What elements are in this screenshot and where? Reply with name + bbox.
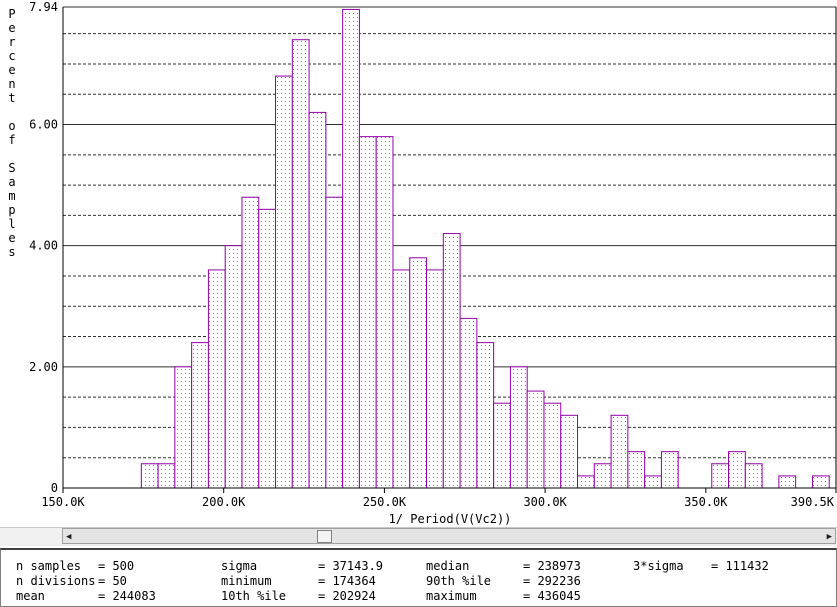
stat-label: 90th %ile [426,574,492,588]
stat-value: = 500 [98,559,135,573]
svg-text:P: P [8,7,15,21]
histogram-bar [291,39,310,489]
stat-value: = 238973 [523,559,581,573]
x-tick-label: 200.0K [202,495,246,509]
stat-value: = 111432 [711,559,769,573]
x-tick-label: 150.0K [41,495,85,509]
histogram-bar [191,342,209,489]
histogram-bar [308,111,327,489]
svg-text:S: S [8,161,15,175]
histogram-bar [224,245,243,489]
histogram-bar [543,402,562,489]
histogram-bar [526,390,545,489]
histogram-bar [644,475,662,489]
stat-value: = 292236 [523,574,581,588]
histogram-bar [778,475,797,489]
svg-text:m: m [8,189,15,203]
stat-label: maximum [426,589,477,603]
histogram-bar [375,136,394,489]
histogram-bar [610,414,629,489]
svg-text:e: e [8,21,15,35]
histogram-bar [811,475,830,489]
scrollbar-thumb[interactable] [317,530,332,543]
svg-text:a: a [8,175,15,189]
histogram-bar [342,8,360,489]
svg-text:c: c [8,49,15,63]
svg-text:o: o [8,119,15,133]
histogram-bar [409,257,428,489]
y-tick-label: 7.94 [29,0,58,14]
svg-text:p: p [8,203,15,217]
histogram-bar [577,475,595,489]
horizontal-scrollbar[interactable]: ◀ ▶ [0,527,837,546]
stat-value: = 50 [98,574,127,588]
statistics-panel: n samples = 500 sigma = 37143.9 median = 2389… [0,548,837,607]
x-tick-label: 250.0K [363,495,407,509]
y-tick-label: 6.00 [29,118,58,132]
histogram-bar [174,366,193,489]
histogram-bar [157,463,176,489]
stat-value: = 202924 [318,589,376,603]
stat-label: median [426,559,470,573]
y-tick-label: 2.00 [29,360,58,374]
histogram-bar [560,414,579,489]
y-tick-label: 0 [51,481,58,495]
x-tick-label: 350.0K [684,495,728,509]
stat-value: = 436045 [523,589,581,603]
stat-label: 10th %ile [221,589,287,603]
histogram-bar [207,269,226,489]
svg-text:l: l [8,217,15,231]
histogram-bar [358,136,377,489]
histogram-bar [392,269,411,489]
x-axis-label: 1/ Period(V(Vc2)) [389,512,512,526]
stat-label: minimum [221,574,272,588]
svg-text:s: s [8,245,15,259]
histogram-bar [660,451,679,489]
histogram-bar [476,342,495,489]
stat-value: = 174364 [318,574,376,588]
histogram-bar [509,366,528,489]
stat-value: = 244083 [98,589,156,603]
svg-text:e: e [8,231,15,245]
y-tick-label: 4.00 [29,239,58,253]
scrollbar-track[interactable]: ◀ ▶ [62,528,836,544]
histogram-bar [493,402,511,489]
histogram-bar [627,451,646,489]
histogram-bar [241,196,260,489]
stat-label: mean [16,589,45,603]
svg-text:e: e [8,63,15,77]
histogram-bar [258,208,277,489]
stat-label: n divisions [16,574,96,588]
histogram-chart: 0 2.00 4.00 6.00 7.94 150.0K 200.0K 250.0K 300.0… [8,0,837,526]
arrow-right-icon[interactable]: ▶ [826,532,832,542]
stat-label: sigma [221,559,258,573]
x-tick-label: 390.5K [791,495,835,509]
stat-label: 3*sigma [633,559,684,573]
svg-text:t: t [8,91,15,105]
histogram-bar [325,196,344,489]
histogram-bar [711,463,730,489]
stat-value: = 37143.9 [318,559,384,573]
svg-text:r: r [8,35,15,49]
arrow-left-icon[interactable]: ◀ [66,532,72,542]
histogram-bar [140,463,159,489]
histogram-bar [593,463,612,489]
stat-label: n samples [16,559,82,573]
histogram-bar [442,233,461,489]
histogram-bar [744,463,763,489]
histogram-bar [275,75,293,489]
svg-text:f: f [8,133,15,147]
svg-text:n: n [8,77,15,91]
histogram-bar [426,269,444,489]
x-tick-label: 300.0K [523,495,567,509]
histogram-bar [728,451,746,489]
histogram-bar [459,317,478,489]
